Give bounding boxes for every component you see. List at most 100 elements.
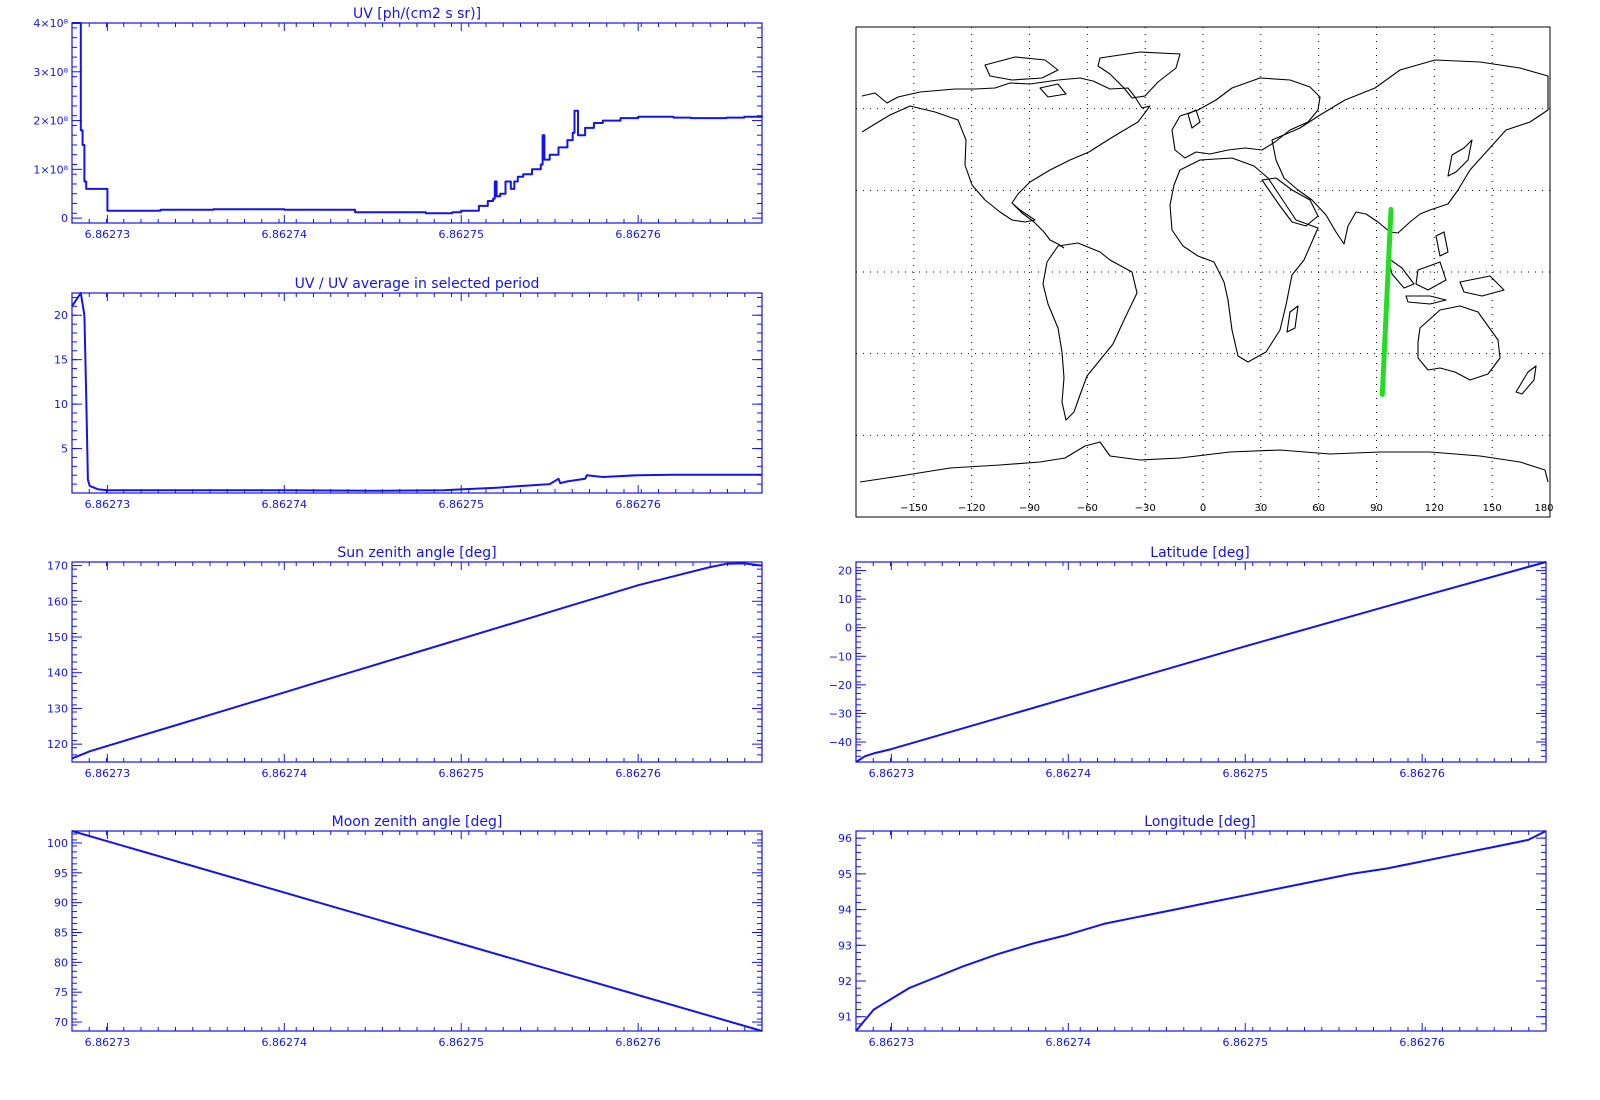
sun-zenith-plot-ticks xyxy=(71,561,763,763)
x-tick-label: 6.86274 xyxy=(262,767,308,780)
map-lon-tick-label: 120 xyxy=(1425,503,1444,514)
africa xyxy=(1169,157,1319,363)
satellite-ground-track xyxy=(1379,206,1394,397)
x-tick-label: 6.86274 xyxy=(262,228,308,241)
y-tick-label: 0 xyxy=(845,622,852,635)
madagascar xyxy=(1286,305,1299,333)
sun-zenith-plot-frame xyxy=(71,561,763,763)
uv-plot-ticks xyxy=(71,22,763,224)
british-isles xyxy=(1187,109,1201,129)
y-tick-label: 150 xyxy=(47,631,68,644)
latitude-plot-ticks xyxy=(855,561,1547,763)
sun-zenith-plot-title: Sun zenith angle [deg] xyxy=(337,545,496,561)
uv-plot-frame xyxy=(71,22,763,224)
map-lon-tick-label: 180 xyxy=(1534,503,1553,514)
y-tick-label: 70 xyxy=(54,1016,68,1029)
longitude-plot: Longitude [deg] 6.86273 6.86274 6.86275 6.8… xyxy=(838,814,1547,1049)
x-tick-label: 6.86274 xyxy=(262,1036,308,1049)
x-tick-label: 6.86275 xyxy=(438,1036,484,1049)
y-tick-label: 140 xyxy=(47,667,68,680)
y-tick-label: 130 xyxy=(47,702,68,715)
arabia xyxy=(1261,177,1319,227)
sun-zenith-plot-tick-labels: 6.86273 6.86274 6.86275 6.86276 120 130 140 150… xyxy=(47,560,661,780)
y-tick-label: −40 xyxy=(829,736,852,749)
y-tick-label: 20 xyxy=(54,309,68,322)
y-tick-label: 3×10⁸ xyxy=(33,66,68,79)
sun-zenith-series-line xyxy=(71,562,763,760)
x-tick-label: 6.86275 xyxy=(438,498,484,511)
y-tick-label: 93 xyxy=(838,939,852,952)
map-lon-tick-label: 90 xyxy=(1370,503,1383,514)
longitude-plot-frame xyxy=(855,830,1547,1032)
x-tick-label: 6.86273 xyxy=(85,767,131,780)
arctic-islands xyxy=(984,56,1067,98)
y-tick-label: 91 xyxy=(838,1011,852,1024)
map-lon-tick-label: 0 xyxy=(1200,503,1206,514)
sun-zenith-plot: Sun zenith angle [deg] 6.86273 6.86274 6.8… xyxy=(47,545,763,780)
greenland xyxy=(1097,51,1181,99)
y-tick-label: −20 xyxy=(829,679,852,692)
europe xyxy=(1171,77,1321,159)
map-lon-tick-label: 150 xyxy=(1483,503,1502,514)
uv-ratio-plot-ticks xyxy=(71,293,763,494)
uv-plot-tick-labels: 6.86273 6.86274 6.86275 6.86276 0 1×10⁸ 2×10⁸ 3… xyxy=(33,17,661,241)
southeast-asia-islands xyxy=(1387,231,1505,305)
longitude-plot-ticks xyxy=(855,831,1547,1032)
y-tick-label: 4×10⁸ xyxy=(33,17,68,30)
y-tick-label: 92 xyxy=(838,975,852,988)
uv-plot-title: UV [ph/(cm2 s sr)] xyxy=(353,6,481,22)
map-lon-tick-label: −90 xyxy=(1019,503,1040,514)
x-tick-label: 6.86274 xyxy=(1046,1036,1092,1049)
map-grid xyxy=(856,27,1550,517)
y-tick-label: 75 xyxy=(54,986,68,999)
x-tick-label: 6.86276 xyxy=(615,767,661,780)
south-america xyxy=(1042,242,1138,421)
x-tick-label: 6.86273 xyxy=(869,767,915,780)
x-tick-label: 6.86276 xyxy=(615,498,661,511)
y-tick-label: 170 xyxy=(47,560,68,573)
y-tick-label: 2×10⁸ xyxy=(33,115,68,128)
x-tick-label: 6.86275 xyxy=(1222,767,1268,780)
x-tick-label: 6.86273 xyxy=(85,1036,131,1049)
y-tick-label: 90 xyxy=(54,897,68,910)
uv-ratio-plot-title: UV / UV average in selected period xyxy=(295,276,540,292)
antarctica xyxy=(859,441,1549,483)
y-tick-label: 100 xyxy=(47,837,68,850)
moon-zenith-plot-ticks xyxy=(71,831,763,1032)
longitude-series-line xyxy=(855,830,1547,1032)
x-tick-label: 6.86274 xyxy=(262,498,308,511)
y-tick-label: 15 xyxy=(54,354,68,367)
moon-zenith-plot: Moon zenith angle [deg] 6.86273 6.86274 6.… xyxy=(47,814,763,1049)
y-tick-label: 94 xyxy=(838,904,852,917)
y-tick-label: 96 xyxy=(838,832,852,845)
latitude-plot-tick-labels: 6.86273 6.86274 6.86275 6.86276 −40 −30 −20 −10… xyxy=(829,565,1445,780)
coastlines xyxy=(859,51,1549,483)
y-tick-label: 10 xyxy=(54,398,68,411)
y-tick-label: 95 xyxy=(838,868,852,881)
x-tick-label: 6.86275 xyxy=(438,767,484,780)
australia xyxy=(1417,305,1501,381)
map-lon-tick-label: 30 xyxy=(1254,503,1267,514)
moon-zenith-series-line xyxy=(71,830,763,1032)
x-tick-label: 6.86276 xyxy=(615,1036,661,1049)
moon-zenith-plot-tick-labels: 6.86273 6.86274 6.86275 6.86276 70 75 80 85 90 95… xyxy=(47,837,661,1049)
x-tick-label: 6.86273 xyxy=(85,498,131,511)
x-tick-label: 6.86275 xyxy=(438,228,484,241)
latitude-plot: Latitude [deg] 6.86273 6.86274 6.86275 6.86… xyxy=(829,545,1547,780)
x-tick-label: 6.86276 xyxy=(615,228,661,241)
y-tick-label: 85 xyxy=(54,926,68,939)
map-lon-tick-label: −60 xyxy=(1077,503,1098,514)
map-lon-tick-labels: −150 −120 −90 −60 −30 0 30 60 90 120 150 180 xyxy=(900,503,1553,514)
map-lon-tick-label: −150 xyxy=(900,503,927,514)
y-tick-label: −10 xyxy=(829,650,852,663)
y-tick-label: 10 xyxy=(838,593,852,606)
y-tick-label: 160 xyxy=(47,595,68,608)
y-tick-label: 1×10⁸ xyxy=(33,163,68,176)
uv-series-line xyxy=(72,22,763,215)
map-lon-tick-label: 60 xyxy=(1312,503,1325,514)
map-lon-tick-label: −120 xyxy=(958,503,985,514)
y-tick-label: −30 xyxy=(829,707,852,720)
y-tick-label: 80 xyxy=(54,956,68,969)
new-zealand xyxy=(1515,365,1537,395)
